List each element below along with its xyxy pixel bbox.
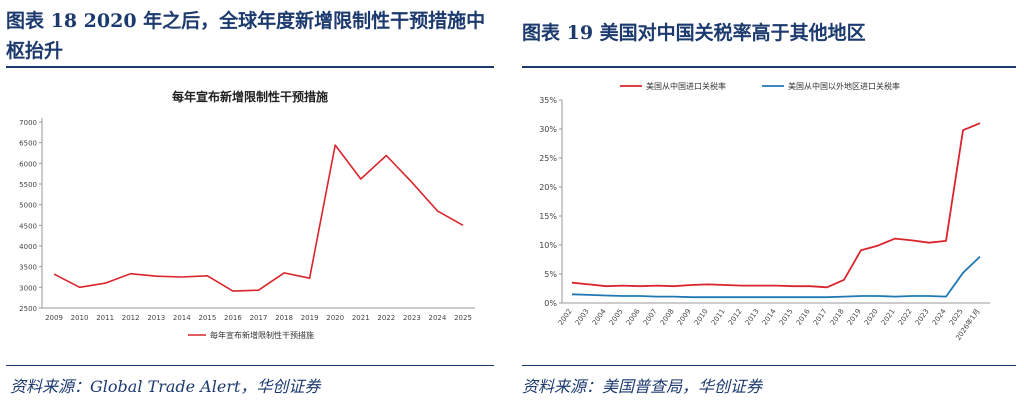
y-tick-label: 15% bbox=[539, 212, 557, 221]
x-tick-label: 2008 bbox=[659, 308, 676, 327]
x-tick-label: 2022 bbox=[377, 314, 395, 322]
y-tick-label: 0% bbox=[544, 299, 557, 308]
x-tick-label: 2021 bbox=[880, 308, 897, 327]
source-note: 资料来源：Global Trade Alert，华创证券 bbox=[10, 377, 321, 396]
x-tick-label: 2024 bbox=[429, 314, 447, 322]
series-line-interventions bbox=[53, 144, 464, 292]
tariff-rate-line-chart: 0%5%10%15%20%25%30%35%2002 2003 2004 2005 20… bbox=[539, 81, 990, 342]
x-tick-label: 2014 bbox=[761, 307, 778, 327]
x-tick-label: 2011 bbox=[96, 314, 114, 322]
x-tick-label: 2005 bbox=[608, 308, 625, 327]
figure-18-panel: 图表 18 2020 年之后，全球年度新增限制性干预措施中枢抬升 每年宣布新增限… bbox=[0, 0, 500, 402]
x-tick-label: 2014 bbox=[173, 314, 191, 322]
source-rule bbox=[6, 365, 494, 366]
x-tick-label: 2016 bbox=[795, 307, 812, 327]
x-tick-label: 2017 bbox=[812, 308, 829, 327]
interventions-line-chart: 每年宣布新增限制性干预措施 2500 3000 3500 4000 4500 5000 550… bbox=[19, 89, 475, 340]
y-tick-label: 20% bbox=[539, 183, 557, 192]
x-tick-label: 2015 bbox=[778, 308, 795, 327]
x-tick-label: 2007 bbox=[642, 308, 659, 327]
y-tick-label: 7000 bbox=[19, 119, 37, 127]
y-tick-label: 35% bbox=[539, 96, 557, 105]
y-tick-label: 6000 bbox=[19, 160, 37, 168]
figure-19-panel: 图表 19 美国对中国关税率高于其他地区 0% 5% 10% 15% 20% 25% 30%… bbox=[520, 0, 1024, 402]
x-tick-label: 2009 bbox=[676, 308, 693, 327]
source-rule bbox=[522, 365, 1016, 366]
x-tick-label: 2025 bbox=[948, 308, 965, 327]
x-tick-label: 2018 bbox=[829, 308, 846, 327]
series-line-others bbox=[571, 255, 981, 299]
x-tick-label: 2009 bbox=[45, 314, 63, 322]
x-tick-label: 2024 bbox=[931, 307, 948, 327]
x-tick-label: 2013 bbox=[147, 314, 165, 322]
y-tick-label: 2500 bbox=[19, 305, 37, 313]
title-rule bbox=[6, 66, 494, 68]
x-tick-label: 2019 bbox=[301, 314, 319, 322]
x-tick-label: 2017 bbox=[250, 314, 268, 322]
y-tick-label: 30% bbox=[539, 125, 557, 134]
x-tick-label: 2011 bbox=[710, 308, 727, 327]
y-tick-label: 4500 bbox=[19, 222, 37, 230]
series-line-china bbox=[571, 122, 981, 289]
y-tick-label: 5000 bbox=[19, 202, 37, 210]
figure-title: 图表 19 美国对中国关税率高于其他地区 bbox=[522, 22, 866, 44]
x-tick-label: 2002 bbox=[557, 308, 574, 327]
legend-label: 美国从中国以外地区进口关税率 bbox=[788, 81, 900, 91]
y-tick-label: 3500 bbox=[19, 264, 37, 272]
x-tick-label: 2020 bbox=[863, 308, 880, 327]
x-tick-label: 2016 bbox=[224, 314, 242, 322]
x-tick-label: 2015 bbox=[198, 314, 216, 322]
source-note: 资料来源：美国普查局，华创证券 bbox=[522, 377, 763, 396]
x-tick-label: 2023 bbox=[403, 314, 421, 322]
x-tick-label: 2012 bbox=[122, 314, 140, 322]
y-tick-label: 4000 bbox=[19, 243, 37, 251]
x-tick-label: 2010 bbox=[71, 314, 89, 322]
y-tick-label: 5500 bbox=[19, 181, 37, 189]
legend-label: 每年宣布新增限制性干预措施 bbox=[210, 330, 314, 340]
chart-title: 每年宣布新增限制性干预措施 bbox=[172, 89, 328, 104]
title-rule bbox=[522, 66, 1016, 68]
x-tick-label: 2010 bbox=[693, 308, 710, 327]
x-tick-label: 2013 bbox=[744, 308, 761, 327]
x-tick-label: 2004 bbox=[591, 307, 608, 327]
y-tick-label: 6500 bbox=[19, 140, 37, 148]
y-tick-label: 25% bbox=[539, 154, 557, 163]
x-tick-label: 2025 bbox=[454, 314, 472, 322]
x-tick-label: 2022 bbox=[897, 308, 914, 327]
legend-label: 美国从中国进口关税率 bbox=[646, 81, 726, 91]
x-tick-label: 2023 bbox=[914, 308, 931, 327]
x-tick-label: 2021 bbox=[352, 314, 370, 322]
x-tick-label: 2020 bbox=[326, 314, 344, 322]
x-tick-label: 2006 bbox=[625, 307, 642, 327]
y-tick-label: 5% bbox=[544, 270, 557, 279]
x-tick-label: 2018 bbox=[275, 314, 293, 322]
figure-title: 图表 18 2020 年之后，全球年度新增限制性干预措施中枢抬升 bbox=[6, 10, 486, 62]
x-tick-label: 2012 bbox=[727, 308, 744, 327]
x-tick-label: 2003 bbox=[574, 308, 591, 327]
x-tick-label: 2019 bbox=[846, 308, 863, 327]
y-tick-label: 10% bbox=[539, 241, 557, 250]
y-tick-label: 3000 bbox=[19, 284, 37, 292]
